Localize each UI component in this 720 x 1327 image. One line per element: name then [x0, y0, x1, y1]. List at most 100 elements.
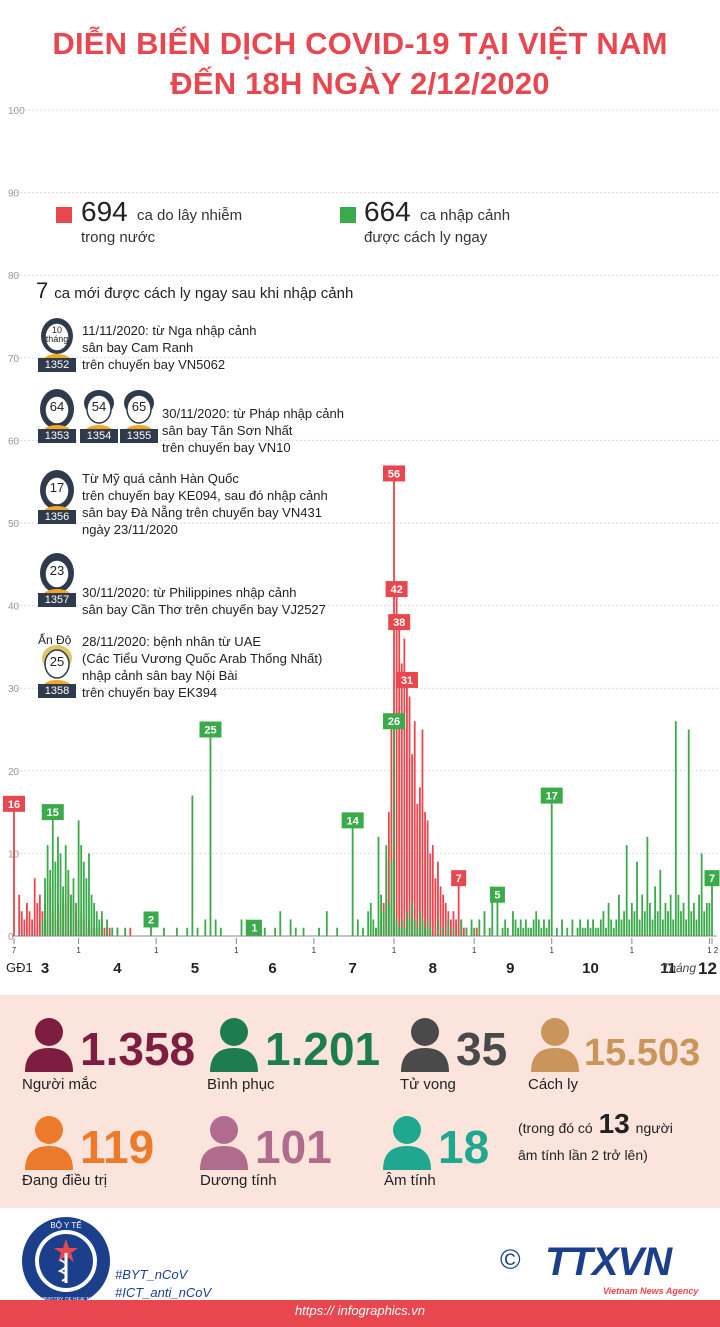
bar-domestic	[439, 886, 442, 936]
bar-imported	[465, 927, 468, 936]
bar-domestic	[13, 803, 15, 936]
bar-domestic	[426, 820, 429, 936]
patient-age: 65	[131, 399, 147, 414]
bar-domestic	[421, 729, 424, 936]
month-label: 7	[348, 960, 356, 977]
data-label: 15	[47, 807, 59, 819]
bar-domestic	[457, 878, 460, 936]
bar-imported	[514, 919, 517, 936]
bar-domestic	[393, 473, 395, 936]
bar-domestic	[406, 679, 408, 936]
bar-imported	[93, 902, 96, 936]
bar-imported	[377, 836, 380, 936]
stat-cases-value: 1.358	[80, 1023, 196, 1075]
month-label: 11	[660, 960, 676, 977]
patient-id: 1354	[80, 429, 118, 443]
bar-imported	[483, 911, 486, 936]
bar-imported	[426, 919, 429, 936]
y-tick-label: 50	[8, 519, 20, 530]
url-bar	[0, 1300, 720, 1327]
bar-imported	[519, 919, 522, 936]
x-tick-day-label: 1	[312, 946, 317, 955]
bar-imported	[589, 927, 592, 936]
patient-info-line: sân bay Đà Nẵng trên chuyến bay VN431	[82, 505, 322, 520]
bar-domestic	[434, 878, 437, 936]
patient-info: 30/11/2020: từ Philippines nhập cảnh sân…	[82, 584, 326, 618]
person-icon-negative	[383, 1116, 431, 1170]
patient-info-line: nhập cảnh sân bay Nội Bài	[82, 668, 238, 683]
bar-imported	[191, 795, 194, 936]
bar-imported	[163, 927, 165, 936]
bar-imported	[387, 902, 390, 936]
stat-deaths-label: Tử vong	[400, 1076, 456, 1093]
bar-imported	[667, 911, 669, 936]
bar-domestic	[129, 927, 132, 936]
bar-imported	[175, 927, 178, 936]
bar-imported	[501, 927, 504, 936]
person-icon-deaths	[401, 1018, 449, 1072]
bar-imported	[690, 911, 693, 936]
patient-info-line: Từ Mỹ quá cảnh Hàn Quốc	[82, 471, 239, 486]
bar-imported	[447, 919, 450, 936]
bar-imported	[517, 927, 520, 936]
bar-imported	[429, 927, 432, 936]
stat-treating-label: Đang điều trị	[22, 1172, 108, 1189]
bar-imported	[49, 869, 52, 936]
x-tick-day-label: 1	[549, 946, 554, 955]
new-imports-heading: 7 ca mới được cách ly ngay sau khi nhập c…	[36, 278, 353, 304]
annotation-box-domestic	[3, 795, 25, 812]
bar-imported	[274, 927, 277, 936]
main-title-line1: DIỄN BIẾN DỊCH COVID-19 TẠI VIỆT NAM	[52, 26, 668, 61]
x-tick-day-label: 1	[154, 946, 159, 955]
bar-imported	[82, 861, 85, 936]
bar-imported	[351, 820, 354, 936]
stat-recovered-label: Bình phục	[207, 1076, 275, 1093]
patient-avatar: 54 1354	[80, 389, 118, 443]
y-tick-label: 60	[8, 436, 20, 447]
stat-positive-value: 101	[255, 1121, 332, 1173]
bar-imported	[72, 878, 75, 936]
bar-imported	[245, 919, 248, 936]
patient-info: 28/11/2020: bệnh nhân từ UAE (Các Tiểu V…	[82, 633, 322, 701]
x-tick-day-label: 1	[707, 946, 712, 955]
y-tick-label: 80	[8, 271, 20, 282]
y-tick-label: 20	[8, 767, 20, 778]
bar-imported	[682, 902, 685, 936]
negative-note-line2: âm tính lần 2 trở lên)	[518, 1147, 648, 1163]
month-label: 12	[698, 959, 717, 978]
bar-imported	[77, 820, 80, 936]
stats-panel	[0, 995, 720, 1208]
bar-domestic	[452, 911, 455, 936]
bar-imported	[318, 927, 320, 936]
legend-domestic-swatch	[56, 207, 72, 223]
patient-id: 1356	[38, 510, 76, 524]
patient-age: 23	[49, 563, 65, 578]
bar-imported	[421, 919, 424, 936]
bar-imported	[51, 812, 54, 936]
bar-imported	[41, 919, 44, 936]
bar-imported	[196, 927, 199, 936]
month-label: 4	[113, 960, 122, 977]
annotation-box-domestic	[451, 870, 467, 887]
bar-imported	[85, 878, 88, 936]
data-label: 14	[347, 815, 360, 827]
bar-imported	[561, 919, 563, 936]
website-url[interactable]: https:// infographics.vn	[294, 1303, 426, 1318]
bar-domestic	[390, 721, 393, 936]
bar-imported	[592, 919, 594, 936]
bar-imported	[44, 878, 46, 936]
patient-avatar: 65 1355	[120, 389, 158, 443]
bar-imported	[380, 894, 383, 936]
bar-imported	[289, 919, 292, 936]
bar-imported	[367, 911, 370, 936]
patient-info-line: trên chuyến bay EK394	[82, 685, 218, 700]
bar-imported	[504, 919, 507, 936]
data-label: 25	[204, 725, 216, 737]
data-label: 56	[388, 468, 400, 480]
bar-domestic	[431, 845, 434, 936]
main-title-line2: ĐẾN 18H NGÀY 2/12/2020	[170, 66, 550, 101]
stat-negative-label: Âm tính	[384, 1172, 436, 1189]
bar-imported	[470, 919, 473, 936]
bar-domestic	[429, 853, 432, 936]
bar-imported	[59, 853, 62, 936]
